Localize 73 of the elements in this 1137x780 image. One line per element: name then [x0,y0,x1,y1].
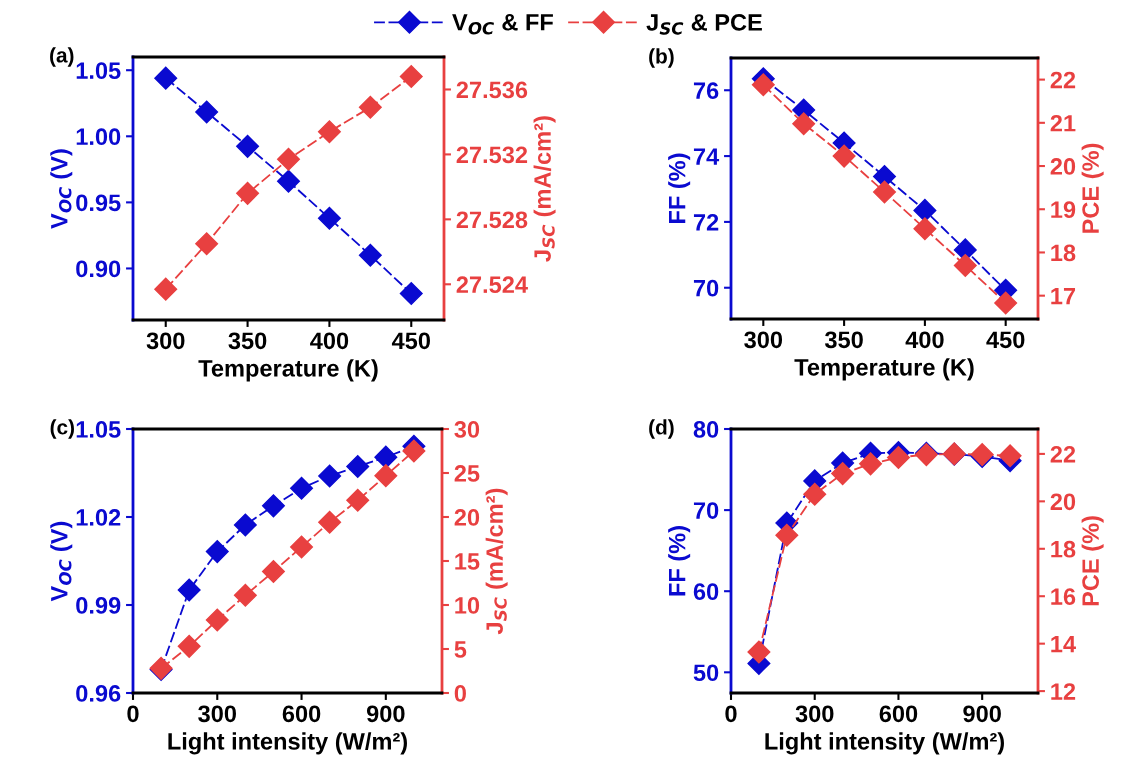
y2-tick-label: 18 [1051,244,1076,262]
y2-tick-label: 21 [1050,114,1076,132]
text: (c) [50,419,74,439]
x-axis-title: Light intensity (W/m²) [168,732,407,755]
legend-label: V$_{OC}$ & FF [452,14,553,35]
y2-tick-label: 20 [454,509,480,526]
y-tick-label: 1.05 [76,421,121,438]
y-axis-title: V$_{OC}$ (V) [50,149,73,229]
y-axis-title: V$_{OC}$ (V) [50,521,73,602]
y-tick-label: 1.05 [76,62,121,79]
x-tick-label: 300 [795,705,834,723]
legend-label: J$_{SC}$ & PCE [646,14,762,35]
y2-tick-label: 19 [1051,201,1076,219]
y2-tick-label: 18 [1051,540,1076,558]
y-tick-label: 76 [693,82,719,100]
y2-tick-label: 27.528 [456,211,528,229]
x-tick-label: 300 [744,331,783,349]
y2-axis-title: J$_{SC}$ (mA/cm²) [485,488,508,635]
x-tick-label: 900 [963,705,1001,723]
x-tick-label: 600 [282,705,321,723]
y2-tick-label: 22 [1050,71,1076,89]
y2-tick-label: 16 [1051,588,1076,606]
y-tick-label: 74 [693,148,720,165]
y2-tick-label: 30 [454,421,480,438]
x-axis-title: Temperature (K) [198,359,378,382]
y-tick-label: 70 [693,279,719,297]
y2-tick-label: 27.524 [456,276,528,294]
y2-tick-label: 14 [1051,635,1076,653]
x-tick-label: 900 [366,705,405,723]
y2-tick-label: 25 [454,465,480,482]
y2-tick-label: 20 [1050,158,1076,175]
text: (a) [50,47,74,67]
y2-tick-label: 27.536 [456,81,528,99]
x-tick-label: 400 [905,331,944,349]
y-tick-label: 1.02 [76,509,121,526]
y2-tick-label: 15 [455,553,480,570]
y2-tick-label: 27.532 [456,146,528,164]
y2-tick-label: 0 [454,685,466,702]
x-tick-label: 0 [127,705,139,723]
x-tick-label: 300 [146,332,185,350]
x-tick-label: 400 [310,332,349,350]
x-tick-label: 450 [391,332,430,350]
x-tick-label: 350 [228,332,267,350]
y-tick-label: 0.99 [76,597,121,614]
y-axis-title: FF (%) [668,526,691,596]
y2-axis-title: PCE (%) [1081,143,1104,233]
y-tick-label: 1.00 [76,128,121,146]
y2-tick-label: 5 [454,641,467,658]
x-tick-label: 600 [879,705,918,723]
x-axis-title: Temperature (K) [794,358,974,381]
y-axis-title: FF (%) [668,153,691,223]
x-tick-label: 450 [986,331,1025,349]
y-tick-label: 0.96 [76,685,121,702]
y-tick-label: 70 [693,502,719,519]
x-tick-label: 300 [198,705,236,723]
x-axis-title: Light intensity (W/m²) [765,732,1004,755]
y-tick-label: 0.90 [76,260,121,278]
x-tick-label: 0 [725,705,737,723]
y2-tick-label: 12 [1051,683,1076,700]
y-tick-label: 80 [693,421,719,438]
y-tick-label: 72 [693,213,719,231]
y2-tick-label: 17 [1051,287,1076,305]
x-tick-label: 350 [824,331,863,349]
y2-axis-title: J$_{SC}$ (mA/cm²) [533,116,556,262]
text: (b) [649,48,674,68]
y2-axis-title: PCE (%) [1081,516,1104,606]
text: (d) [649,419,674,439]
y-tick-label: 60 [693,583,719,600]
y2-tick-label: 10 [455,597,480,614]
y2-tick-label: 20 [1050,493,1076,511]
y-tick-label: 0.95 [76,194,121,212]
y2-tick-label: 22 [1050,445,1076,463]
y-tick-label: 50 [693,664,719,682]
